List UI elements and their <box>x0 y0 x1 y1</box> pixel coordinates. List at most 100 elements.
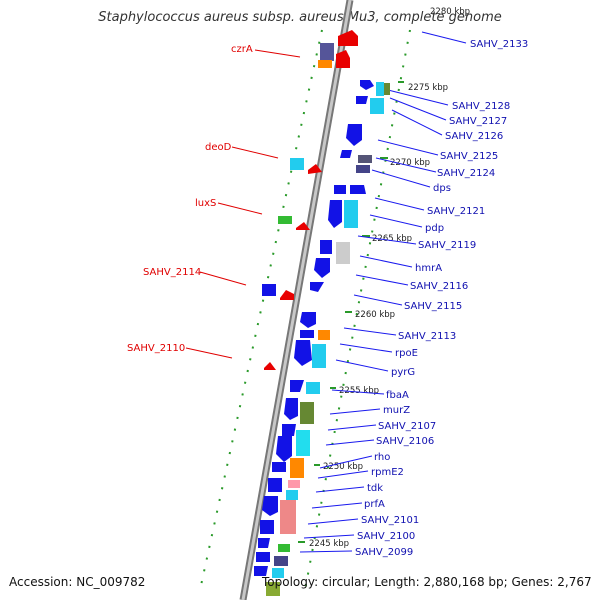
gene-block <box>320 43 334 61</box>
kbp-label: 2255 kbp <box>339 386 379 396</box>
gene-block <box>274 556 288 566</box>
gene-block <box>358 155 372 163</box>
gene-block <box>336 242 350 264</box>
gene-label: SAHV_2125 <box>440 151 498 162</box>
gene-arrow-blue <box>328 200 342 228</box>
gene-label: SAHV_2119 <box>418 240 476 251</box>
gene-label: SAHV_2113 <box>398 331 456 342</box>
gene-arrow-red <box>296 222 310 230</box>
gene-arrow-blue <box>258 538 270 548</box>
right-connectors <box>299 31 467 553</box>
gene-arrow-blue <box>356 96 368 104</box>
gene-glyphs-inner <box>254 80 390 596</box>
gene-label: rho <box>374 452 390 463</box>
gene-label: SAHV_2100 <box>357 531 415 542</box>
kbp-label: 2270 kbp <box>390 158 430 168</box>
gene-block <box>278 216 292 224</box>
gene-label: SAHV_2099 <box>355 547 413 558</box>
kbp-ticks <box>298 81 404 543</box>
gene-arrow-blue <box>284 398 298 420</box>
gene-arrow-blue <box>282 424 296 436</box>
left-connectors <box>185 49 301 359</box>
accession-text: Accession: NC_009782 <box>9 575 146 589</box>
gene-label-SAHV_2110: SAHV_2110 <box>127 343 185 354</box>
gene-label: SAHV_2106 <box>376 436 434 447</box>
gene-label: hmrA <box>415 263 442 274</box>
kbp-labels: 2280 kbp 2275 kbp 2270 kbp 2265 kbp 2260… <box>309 7 470 549</box>
gene-block <box>312 344 326 368</box>
kbp-label: 2260 kbp <box>355 310 395 320</box>
gene-block <box>266 582 280 596</box>
gene-block <box>272 568 284 578</box>
backbone <box>239 0 354 600</box>
gene-label: rpoE <box>395 348 418 359</box>
gene-arrow-red <box>308 164 322 174</box>
gene-block <box>318 60 332 68</box>
gene-block <box>280 500 296 534</box>
gene-label: rpmE2 <box>371 467 404 478</box>
left-gene-labels: czrA deoD luxS SAHV_2114 SAHV_2110 <box>127 44 253 354</box>
gene-label: pdp <box>425 223 444 234</box>
kbp-label: 2280 kbp <box>430 7 470 17</box>
gene-label: SAHV_2115 <box>404 301 462 312</box>
gene-block <box>306 382 320 394</box>
gene-label: SAHV_2126 <box>445 131 503 142</box>
gene-arrow-blue <box>346 124 362 146</box>
gene-label: pyrG <box>391 367 415 378</box>
gene-label: fbaA <box>386 390 409 401</box>
gene-arrow-blue <box>262 496 278 516</box>
gene-label: SAHV_2121 <box>427 206 485 217</box>
topology-text: Topology: circular; Length: 2,880,168 bp… <box>262 575 592 589</box>
map-title: Staphylococcus aureus subsp. aureus Mu3,… <box>98 10 502 25</box>
gene-block <box>290 158 304 170</box>
gene-arrow-red <box>336 50 350 68</box>
gene-label: prfA <box>364 499 385 510</box>
gene-arrow-red <box>338 30 358 46</box>
gene-label: SAHV_2124 <box>437 168 495 179</box>
gene-block <box>356 165 370 173</box>
gene-arrow-red <box>264 362 276 370</box>
gene-arrow-blue <box>294 340 312 366</box>
gene-arrow-blue <box>290 380 304 392</box>
gene-label: SAHV_2107 <box>378 421 436 432</box>
kbp-label: 2265 kbp <box>372 234 412 244</box>
gene-block <box>370 98 384 114</box>
gene-block <box>278 544 290 552</box>
gene-block <box>376 82 384 96</box>
gene-label: SAHV_2128 <box>452 101 510 112</box>
gene-block <box>318 330 330 340</box>
gene-label-deoD: deoD <box>205 142 232 153</box>
gene-label: tdk <box>367 483 383 494</box>
gene-block <box>290 458 304 478</box>
gene-arrow-blue <box>340 150 352 158</box>
kbp-label: 2275 kbp <box>408 83 448 93</box>
kbp-label: 2245 kbp <box>309 539 349 549</box>
gene-block <box>344 200 358 228</box>
gene-arrow-blue <box>320 240 332 254</box>
gene-label: SAHV_2127 <box>449 116 507 127</box>
gene-arrow-blue <box>260 520 274 534</box>
gene-block <box>296 430 310 456</box>
gene-block <box>300 402 314 424</box>
gene-arrow-red <box>280 290 294 300</box>
gene-label: dps <box>433 183 451 194</box>
gene-block <box>262 284 276 296</box>
gene-arrow-blue <box>276 436 292 462</box>
gene-arrow-blue <box>268 478 282 492</box>
gene-label: SAHV_2116 <box>410 281 468 292</box>
right-gene-labels: SAHV_2133 SAHV_2128 SAHV_2127 SAHV_2126 … <box>355 39 528 558</box>
gene-arrow-blue <box>256 552 270 562</box>
gene-label: SAHV_2133 <box>470 39 528 50</box>
gene-arrow-blue <box>314 258 330 278</box>
gene-block <box>286 490 298 500</box>
gene-arrow-blue <box>334 185 346 194</box>
gene-label-czrA: czrA <box>231 44 253 55</box>
gene-label-SAHV_2114: SAHV_2114 <box>143 267 201 278</box>
gene-arrow-blue <box>360 80 374 90</box>
gene-arrow-blue <box>310 282 324 292</box>
gene-label-luxS: luxS <box>195 198 216 209</box>
gene-glyphs-outer <box>262 30 358 370</box>
kbp-label: 2250 kbp <box>323 462 363 472</box>
gene-arrow-blue <box>350 185 366 194</box>
